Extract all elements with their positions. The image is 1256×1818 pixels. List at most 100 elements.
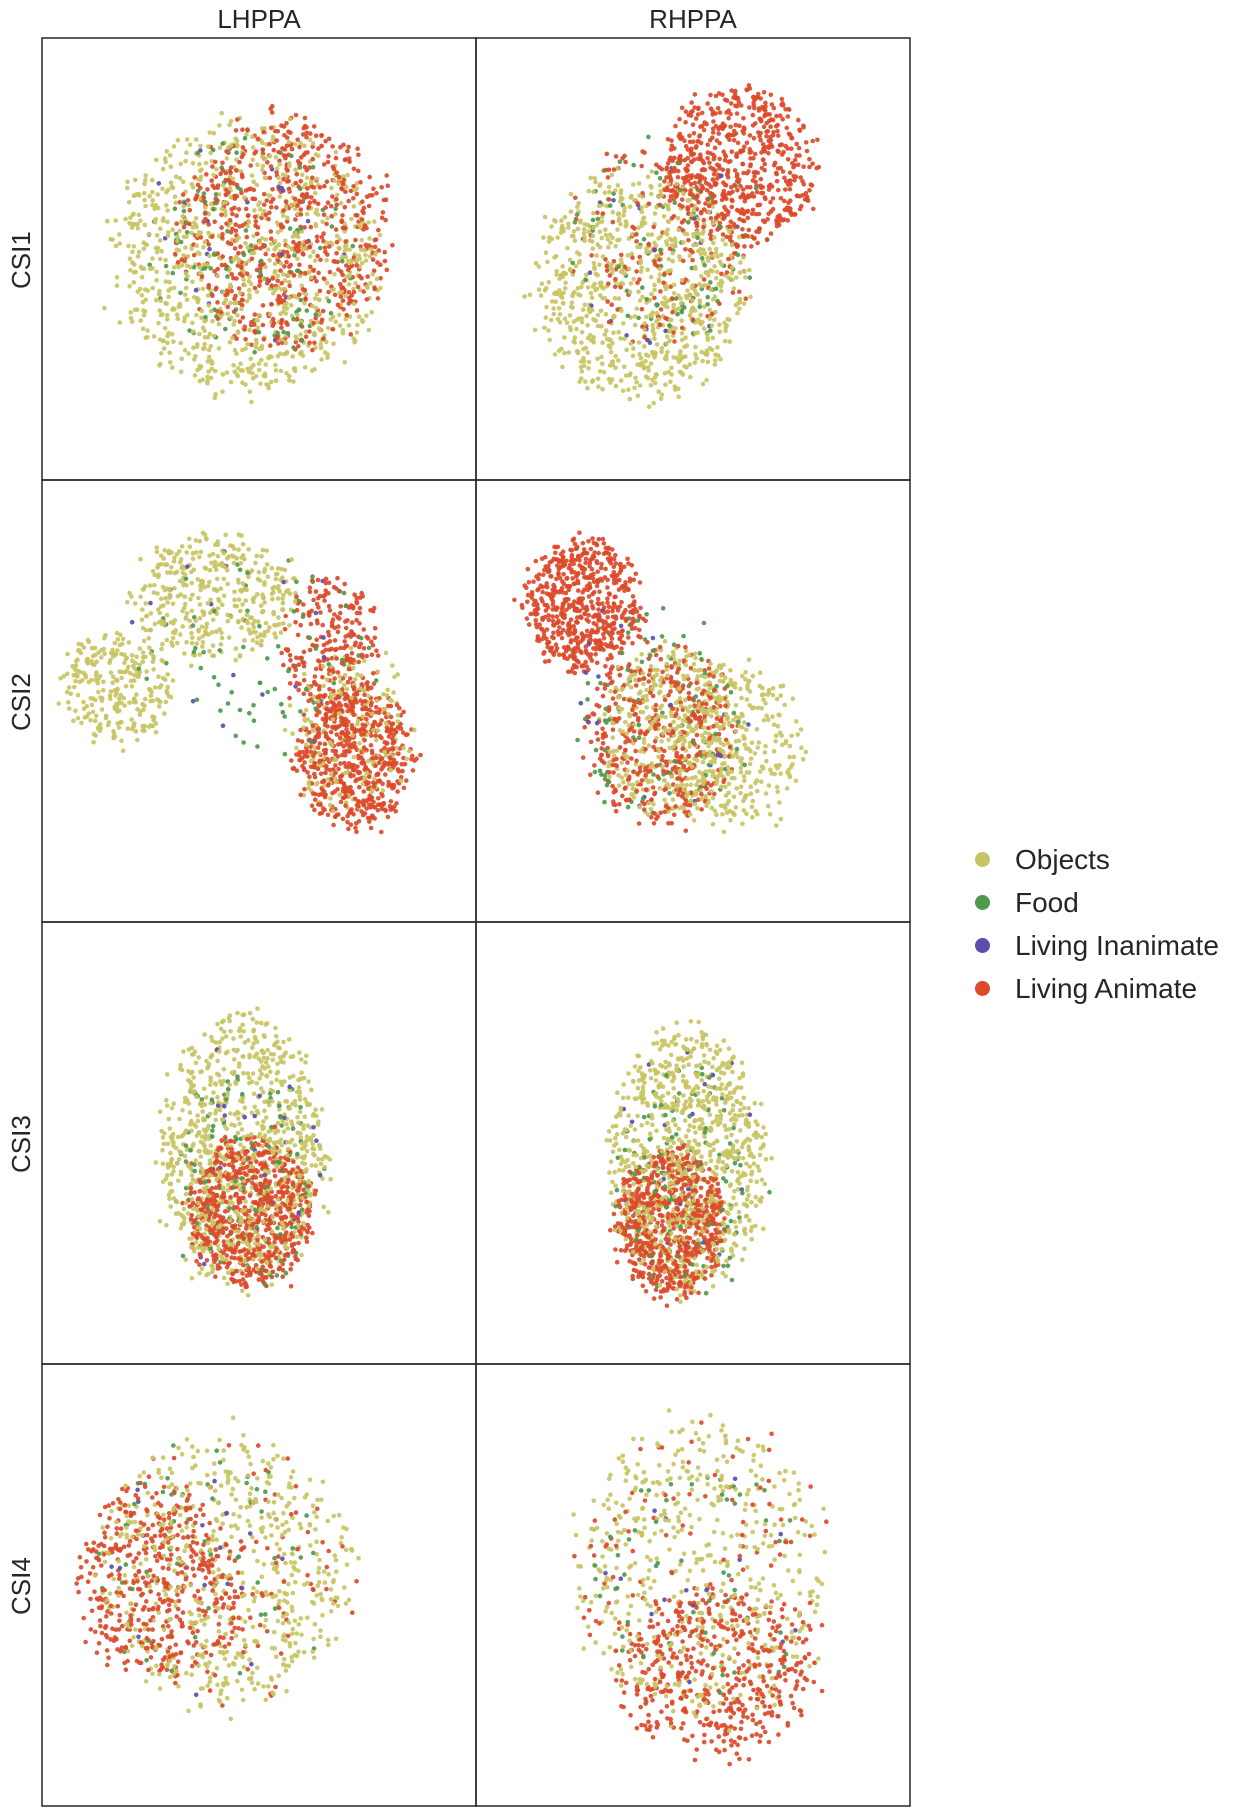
point-food	[298, 709, 303, 714]
point-living-animate	[348, 188, 354, 194]
point-food	[697, 304, 702, 310]
point-living-animate	[338, 799, 344, 805]
point-objects	[213, 392, 218, 397]
point-objects	[294, 336, 300, 342]
point-living-animate	[724, 172, 730, 177]
point-objects	[556, 306, 562, 311]
point-living-animate	[673, 123, 678, 129]
point-living-animate	[317, 288, 323, 294]
point-objects	[355, 322, 360, 328]
point-living-animate	[294, 171, 300, 177]
point-objects	[218, 586, 224, 591]
point-living-animate	[677, 116, 682, 122]
point-objects	[748, 294, 753, 300]
point-objects	[162, 156, 168, 161]
point-objects	[710, 269, 715, 274]
point-living-animate	[711, 200, 716, 205]
point-living-animate	[362, 738, 367, 743]
point-objects	[679, 278, 685, 283]
point-living-animate	[639, 163, 644, 169]
point-living-animate	[237, 319, 243, 324]
point-food	[242, 135, 248, 141]
point-objects	[527, 292, 533, 298]
point-objects	[622, 271, 627, 276]
point-objects	[558, 294, 564, 299]
point-objects	[103, 713, 109, 719]
point-living-animate	[410, 768, 416, 773]
point-objects	[228, 143, 234, 148]
point-objects	[591, 225, 596, 231]
point-living-animate	[307, 329, 312, 334]
point-living-animate	[257, 274, 263, 279]
point-objects	[670, 250, 675, 256]
point-objects	[353, 677, 358, 682]
point-living-animate	[711, 119, 716, 124]
point-objects	[96, 689, 101, 695]
point-objects	[157, 704, 162, 709]
point-objects	[557, 312, 563, 317]
point-objects	[621, 213, 626, 218]
point-objects	[241, 277, 246, 283]
point-living-animate	[244, 271, 250, 277]
point-objects	[179, 565, 184, 571]
point-objects	[597, 229, 603, 235]
point-living-animate	[213, 196, 219, 201]
point-objects	[196, 297, 201, 302]
point-objects	[155, 192, 160, 197]
point-food	[299, 338, 305, 344]
point-objects	[346, 282, 352, 287]
point-objects	[153, 730, 159, 735]
point-objects	[190, 225, 195, 230]
point-objects	[340, 328, 346, 333]
point-objects	[194, 641, 200, 646]
point-living-animate	[351, 712, 357, 717]
point-living-animate	[335, 724, 341, 730]
point-objects	[137, 286, 143, 292]
point-objects	[652, 282, 657, 288]
point-objects	[697, 320, 703, 325]
point-living-animate	[290, 766, 296, 771]
point-objects	[88, 677, 94, 683]
point-living-animate	[243, 337, 248, 342]
point-living-animate	[740, 161, 745, 167]
point-objects	[300, 172, 305, 177]
point-objects	[631, 346, 636, 351]
point-objects	[590, 246, 596, 251]
point-objects	[189, 580, 195, 586]
point-living-animate	[686, 112, 691, 118]
point-objects	[374, 698, 380, 704]
point-living-animate	[240, 127, 245, 132]
point-objects	[237, 654, 243, 659]
point-objects	[664, 232, 670, 237]
point-objects	[177, 176, 183, 181]
point-objects	[115, 678, 120, 683]
point-living-animate	[804, 148, 810, 154]
point-objects	[203, 160, 209, 166]
point-objects	[113, 243, 119, 249]
point-objects	[385, 687, 391, 693]
point-objects	[308, 180, 314, 186]
point-living-inanimate	[321, 654, 327, 660]
point-objects	[310, 141, 316, 146]
point-objects	[332, 757, 337, 763]
point-objects	[180, 624, 185, 629]
point-objects	[706, 209, 712, 215]
point-objects	[663, 382, 668, 388]
point-objects	[154, 157, 159, 163]
point-living-animate	[723, 207, 729, 212]
point-objects	[231, 322, 236, 327]
point-objects	[321, 683, 326, 689]
point-living-animate	[320, 674, 325, 680]
point-objects	[567, 313, 573, 318]
point-living-animate	[388, 799, 394, 804]
point-objects	[560, 364, 565, 370]
point-living-animate	[301, 252, 306, 257]
point-living-animate	[775, 214, 780, 220]
point-objects	[731, 286, 737, 291]
point-living-animate	[664, 165, 670, 170]
point-living-animate	[371, 671, 376, 676]
point-living-animate	[342, 204, 348, 210]
point-living-animate	[680, 176, 686, 181]
point-objects	[250, 134, 255, 140]
point-living-animate	[240, 273, 245, 278]
